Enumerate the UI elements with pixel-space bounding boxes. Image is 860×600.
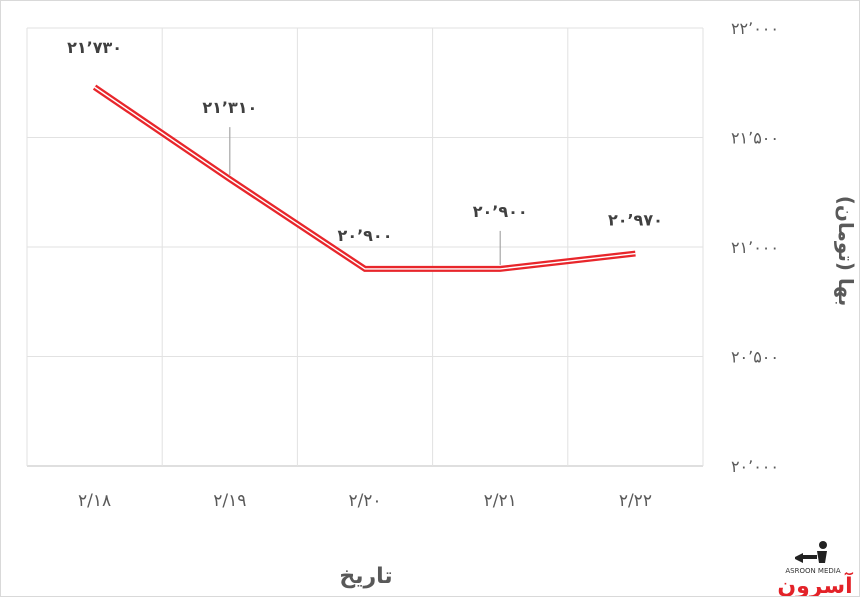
y-tick-label: ۲۰٬۵۰۰ [731, 348, 779, 367]
logo-latin: ASROON MEDIA [785, 567, 840, 575]
x-tick-label: ۲/۱۸ [78, 491, 111, 511]
data-label: ۲۱٬۳۱۰ [202, 98, 257, 117]
y-tick-label: ۲۰٬۰۰۰ [731, 457, 779, 476]
logo-figure-icon [795, 541, 827, 563]
y-axis-label: بها (تومان) [834, 196, 858, 306]
gridlines [26, 27, 704, 467]
asroon-logo: ASROON MEDIA آسرون [777, 541, 853, 599]
data-labels: ۲۱٬۷۳۰ ۲۱٬۳۱۰ ۲۰٬۹۰۰ ۲۰٬۹۰۰ ۲۰٬۹۷۰ [67, 38, 663, 265]
y-tick-label: ۲۲٬۰۰۰ [731, 19, 779, 38]
x-tick-label: ۲/۲۰ [348, 491, 381, 511]
x-tick-label: ۲/۲۱ [484, 491, 517, 511]
x-tick-label: ۲/۲۲ [619, 491, 652, 511]
data-label: ۲۰٬۹۰۰ [338, 226, 393, 245]
y-tick-labels: ۲۰٬۰۰۰ ۲۰٬۵۰۰ ۲۱٬۰۰۰ ۲۱٬۵۰۰ ۲۲٬۰۰۰ [731, 19, 779, 476]
y-tick-label: ۲۱٬۵۰۰ [731, 129, 779, 148]
data-label: ۲۰٬۹۷۰ [608, 211, 663, 230]
y-tick-label: ۲۱٬۰۰۰ [731, 238, 779, 257]
logo-name: آسرون [777, 571, 853, 596]
data-label: ۲۱٬۷۳۰ [67, 38, 122, 57]
x-tick-label: ۲/۱۹ [213, 491, 246, 511]
series-group [92, 84, 636, 272]
x-axis-label: تاریخ [339, 564, 392, 589]
data-label: ۲۰٬۹۰۰ [473, 202, 528, 221]
series-line-inner [94, 86, 636, 270]
x-tick-labels: ۲/۱۸ ۲/۱۹ ۲/۲۰ ۲/۲۱ ۲/۲۲ [78, 491, 652, 511]
